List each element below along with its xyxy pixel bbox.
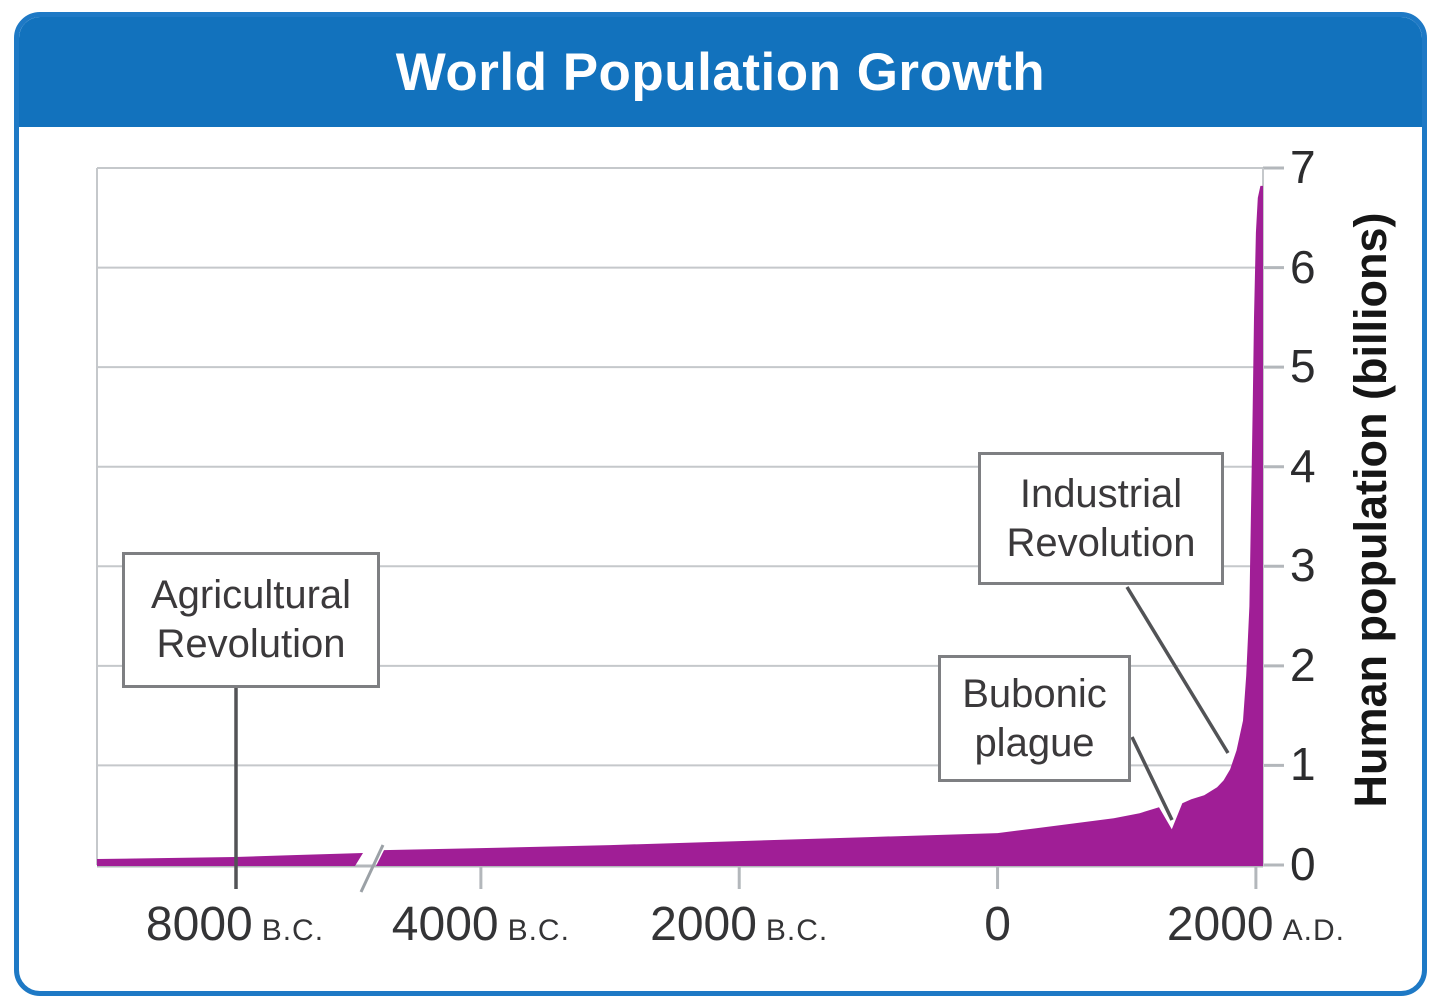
y-axis-title: Human population (billions) xyxy=(1345,212,1396,808)
y-tick-label: 4 xyxy=(1290,439,1316,492)
y-tick-label: 7 xyxy=(1290,140,1316,193)
x-tick-label: 2000 B.C. xyxy=(650,898,829,951)
annotation-agricultural-revolution: Agricultural Revolution xyxy=(122,552,380,688)
y-tick-label: 2 xyxy=(1290,638,1316,691)
x-tick-label: 8000 B.C. xyxy=(145,898,325,951)
annotation-bubonic-plague: Bubonic plague xyxy=(938,655,1131,782)
chart-header: World Population Growth xyxy=(19,17,1422,127)
y-tick-label: 1 xyxy=(1290,738,1316,791)
y-tick-label: 6 xyxy=(1290,240,1316,293)
x-tick-label: 0 xyxy=(984,898,1011,951)
y-tick-label: 5 xyxy=(1290,340,1316,393)
y-tick-label: 3 xyxy=(1290,539,1316,592)
chart-title: World Population Growth xyxy=(395,42,1046,102)
annotation-industrial-revolution: Industrial Revolution xyxy=(978,452,1224,585)
y-tick-label: 0 xyxy=(1290,837,1316,890)
x-tick-label: 4000 B.C. xyxy=(391,898,570,951)
x-tick-label: 2000 A.D. xyxy=(1166,898,1345,951)
